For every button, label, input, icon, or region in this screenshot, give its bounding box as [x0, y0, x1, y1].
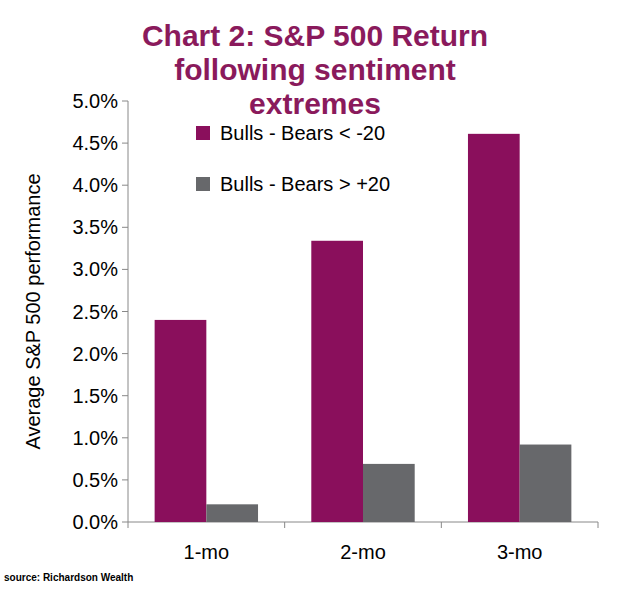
- y-tick-label: 2.0%: [72, 343, 118, 365]
- bar: [468, 134, 520, 522]
- y-tick-label: 1.0%: [72, 427, 118, 449]
- bar: [363, 464, 415, 522]
- x-tick: [128, 522, 129, 528]
- bar: [311, 241, 363, 522]
- y-tick: [122, 437, 128, 438]
- x-tick: [441, 522, 442, 528]
- y-tick-label: 0.5%: [72, 469, 118, 491]
- bar: [206, 504, 258, 522]
- title-line: Chart 2: S&P 500 Return: [142, 19, 488, 52]
- x-tick-label: 3-mo: [497, 541, 543, 563]
- y-tick: [122, 269, 128, 270]
- legend-label: Bulls - Bears < -20: [220, 122, 385, 144]
- x-tick-label: 2-mo: [340, 541, 386, 563]
- y-tick-label: 1.5%: [72, 385, 118, 407]
- y-tick-label: 3.5%: [72, 216, 118, 238]
- y-tick: [122, 143, 128, 144]
- x-tick: [598, 522, 599, 528]
- y-tick: [122, 479, 128, 480]
- y-tick-label: 5.0%: [72, 90, 118, 112]
- source: source: Richardson Wealth: [4, 572, 133, 583]
- y-tick: [122, 227, 128, 228]
- x-tick-label: 1-mo: [184, 541, 230, 563]
- bar: [155, 320, 207, 522]
- legend-swatch: [196, 177, 210, 191]
- y-tick: [122, 101, 128, 102]
- title: Chart 2: S&P 500 Returnfollowing sentime…: [142, 19, 488, 120]
- bar: [520, 445, 572, 522]
- y-tick: [122, 185, 128, 186]
- y-axis-label: Average S&P 500 performance: [22, 173, 44, 449]
- x-tick: [284, 522, 285, 528]
- y-tick: [122, 311, 128, 312]
- bars: [155, 134, 572, 522]
- title-line: extremes: [249, 87, 381, 120]
- y-tick-label: 2.5%: [72, 301, 118, 323]
- y-tick-label: 4.5%: [72, 132, 118, 154]
- y-tick: [122, 395, 128, 396]
- y-tick-label: 3.0%: [72, 258, 118, 280]
- chart: Chart 2: S&P 500 Returnfollowing sentime…: [0, 0, 630, 590]
- y-tick-label: 0.0%: [72, 511, 118, 533]
- y-tick-label: 4.0%: [72, 174, 118, 196]
- title-line: following sentiment: [174, 53, 456, 86]
- legend-label: Bulls - Bears > +20: [220, 173, 390, 195]
- y-tick: [122, 353, 128, 354]
- y-tick: [122, 522, 128, 523]
- legend-swatch: [196, 126, 210, 140]
